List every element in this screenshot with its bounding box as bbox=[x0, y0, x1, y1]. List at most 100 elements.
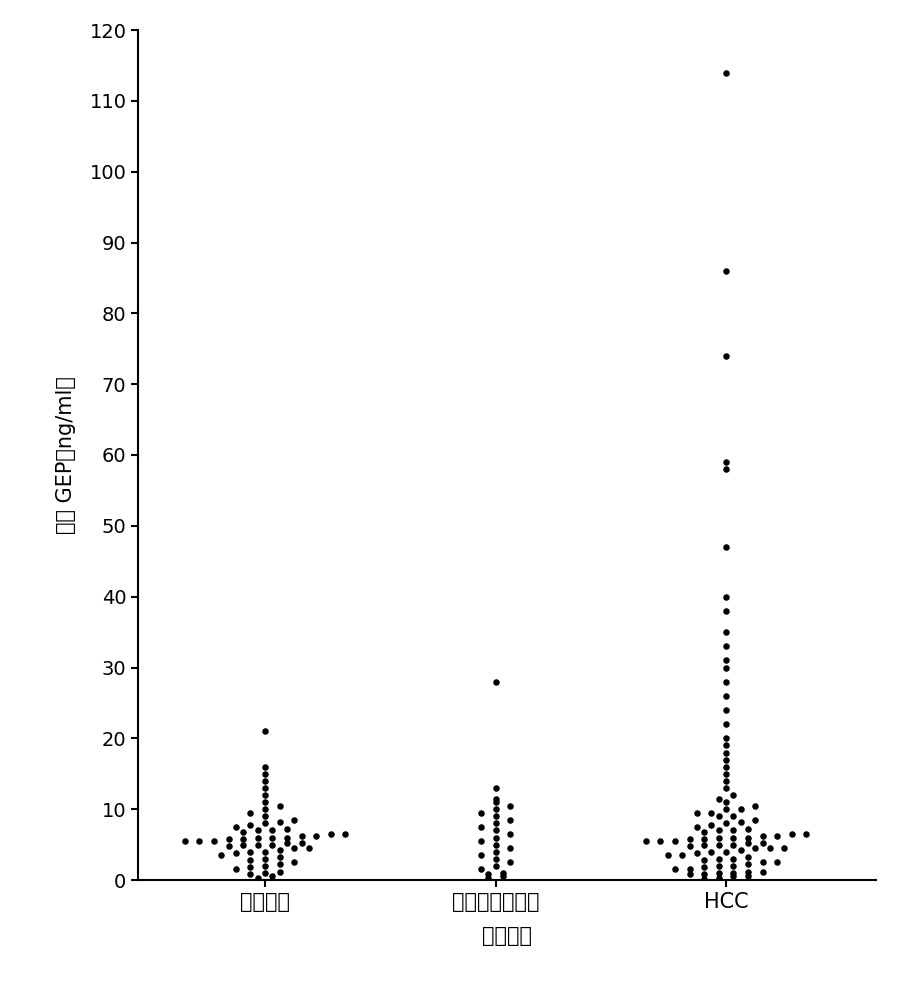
Point bbox=[257, 865, 273, 881]
Point bbox=[719, 716, 734, 732]
Point bbox=[489, 794, 503, 810]
Point bbox=[719, 461, 734, 477]
Point bbox=[682, 866, 697, 882]
Point bbox=[495, 865, 510, 881]
Point bbox=[719, 744, 734, 760]
Point bbox=[257, 773, 273, 789]
Point bbox=[279, 830, 294, 846]
Point bbox=[726, 865, 740, 881]
Point bbox=[489, 844, 503, 860]
Point bbox=[229, 861, 243, 877]
Point bbox=[257, 851, 273, 867]
Point bbox=[712, 808, 727, 824]
Point bbox=[502, 826, 517, 842]
Point bbox=[748, 798, 762, 814]
Point bbox=[243, 844, 258, 860]
Point bbox=[712, 865, 727, 881]
Point bbox=[287, 812, 301, 828]
Point bbox=[236, 831, 251, 847]
Point bbox=[257, 815, 273, 831]
Point bbox=[265, 822, 279, 838]
Point bbox=[719, 815, 734, 831]
Point bbox=[243, 866, 258, 882]
Point bbox=[690, 819, 704, 835]
Point bbox=[770, 828, 785, 844]
Point bbox=[502, 854, 517, 870]
Point bbox=[668, 861, 682, 877]
Point bbox=[489, 830, 503, 846]
Point bbox=[719, 844, 734, 860]
X-axis label: 样品类型: 样品类型 bbox=[482, 926, 532, 946]
Point bbox=[719, 64, 734, 81]
Point bbox=[660, 847, 675, 863]
Point bbox=[502, 840, 517, 856]
Point bbox=[733, 801, 748, 817]
Point bbox=[243, 817, 258, 833]
Point bbox=[653, 833, 668, 849]
Point bbox=[265, 868, 279, 884]
Point bbox=[719, 752, 734, 768]
Point bbox=[287, 854, 301, 870]
Point bbox=[697, 831, 712, 847]
Point bbox=[207, 833, 221, 849]
Point bbox=[265, 837, 279, 853]
Point bbox=[489, 808, 503, 824]
Point bbox=[733, 842, 748, 858]
Point bbox=[221, 831, 236, 847]
Point bbox=[257, 723, 273, 739]
Point bbox=[740, 835, 755, 851]
Point bbox=[474, 833, 489, 849]
Point bbox=[726, 858, 740, 874]
Point bbox=[682, 861, 697, 877]
Point bbox=[712, 791, 727, 807]
Point bbox=[719, 263, 734, 279]
Point bbox=[489, 851, 503, 867]
Point bbox=[474, 805, 489, 821]
Y-axis label: 血清 GEP（ng/ml）: 血清 GEP（ng/ml） bbox=[55, 376, 76, 534]
Point bbox=[726, 787, 740, 803]
Point bbox=[502, 798, 517, 814]
Point bbox=[294, 828, 309, 844]
Point bbox=[777, 840, 792, 856]
Point bbox=[257, 858, 273, 874]
Point bbox=[495, 868, 510, 884]
Point bbox=[726, 822, 740, 838]
Point bbox=[697, 866, 712, 882]
Point bbox=[704, 844, 719, 860]
Point bbox=[489, 858, 503, 874]
Point bbox=[719, 638, 734, 654]
Point bbox=[719, 730, 734, 746]
Point bbox=[726, 808, 740, 824]
Point bbox=[489, 791, 503, 807]
Point bbox=[257, 794, 273, 810]
Point bbox=[740, 868, 755, 884]
Point bbox=[279, 821, 294, 837]
Point bbox=[489, 815, 503, 831]
Point bbox=[502, 812, 517, 828]
Point bbox=[243, 852, 258, 868]
Point bbox=[726, 868, 740, 884]
Point bbox=[704, 805, 719, 821]
Point bbox=[719, 766, 734, 782]
Point bbox=[489, 837, 503, 853]
Point bbox=[474, 861, 489, 877]
Point bbox=[697, 837, 712, 853]
Point bbox=[324, 826, 338, 842]
Point bbox=[770, 854, 785, 870]
Point bbox=[251, 822, 266, 838]
Point bbox=[719, 773, 734, 789]
Point bbox=[719, 348, 734, 364]
Point bbox=[272, 863, 287, 880]
Point bbox=[719, 660, 734, 676]
Point bbox=[719, 688, 734, 704]
Point bbox=[272, 849, 287, 865]
Point bbox=[257, 808, 273, 824]
Point bbox=[726, 830, 740, 846]
Point bbox=[755, 835, 770, 851]
Point bbox=[748, 840, 762, 856]
Point bbox=[719, 674, 734, 690]
Point bbox=[755, 828, 770, 844]
Point bbox=[221, 838, 236, 854]
Point bbox=[177, 833, 192, 849]
Point bbox=[740, 849, 755, 865]
